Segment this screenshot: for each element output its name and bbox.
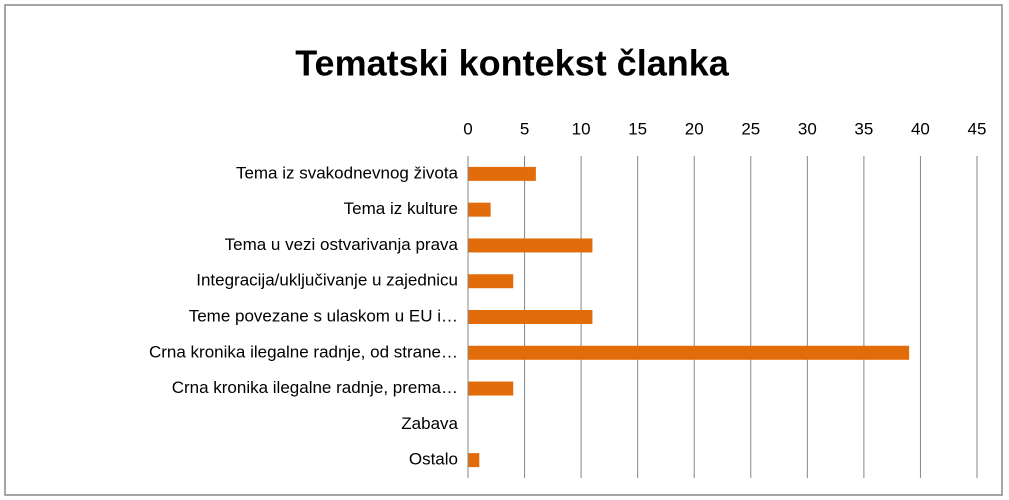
x-tick-label: 25: [741, 119, 760, 138]
bar: [468, 453, 480, 468]
bar: [468, 381, 514, 396]
x-tick-label: 40: [911, 119, 930, 138]
x-tick-label: 15: [628, 119, 647, 138]
x-tick-label: 20: [685, 119, 704, 138]
bar: [468, 345, 910, 360]
y-tick-label: Zabava: [401, 414, 458, 433]
x-tick-label: 5: [520, 119, 529, 138]
y-tick-label: Teme povezane s ulaskom u EU i…: [189, 306, 458, 325]
y-tick-label: Integracija/uključivanje u zajednicu: [196, 271, 458, 290]
chart-title: Tematski kontekst članka: [295, 43, 730, 84]
x-tick-label: 45: [968, 119, 987, 138]
x-tick-label: 30: [798, 119, 817, 138]
y-tick-label: Tema iz svakodnevnog života: [236, 163, 459, 182]
x-tick-label: 0: [463, 119, 472, 138]
bar: [468, 238, 593, 253]
x-tick-label: 35: [854, 119, 873, 138]
bar: [468, 166, 536, 181]
bar: [468, 274, 514, 289]
bar: [468, 202, 491, 217]
y-tick-label: Tema u vezi ostvarivanja prava: [225, 235, 459, 254]
y-tick-label: Ostalo: [409, 450, 458, 469]
y-tick-label: Crna kronika ilegalne radnje, od strane…: [149, 342, 458, 361]
y-tick-label: Crna kronika ilegalne radnje, prema…: [172, 378, 458, 397]
bar: [468, 310, 593, 324]
x-tick-label: 10: [572, 119, 591, 138]
y-tick-label: Tema iz kulture: [344, 199, 458, 218]
